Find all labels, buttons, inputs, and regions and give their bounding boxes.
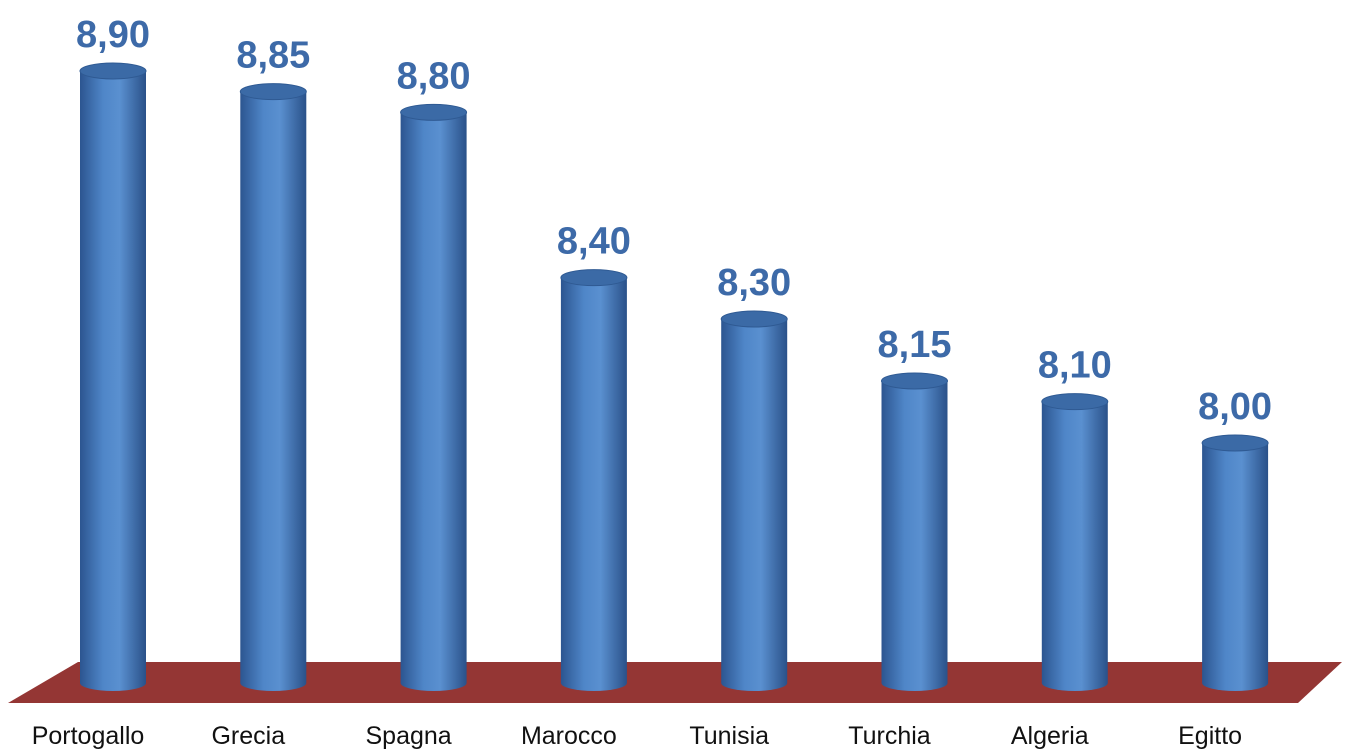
data-label: 8,30	[717, 262, 791, 304]
bar-marocco	[560, 269, 628, 691]
bar-top	[239, 83, 307, 101]
bar-algeria	[1041, 393, 1109, 691]
bar-top	[881, 372, 948, 390]
bar-top	[400, 103, 468, 121]
chart-floor	[8, 662, 1342, 703]
data-label: 8,90	[76, 14, 150, 56]
bar-turchia	[881, 372, 948, 691]
bar-grecia	[239, 83, 307, 691]
x-tick-label: Turchia	[848, 722, 931, 750]
bar-portogallo	[79, 62, 147, 691]
bar-body	[1041, 401, 1108, 691]
x-tick-label: Portogallo	[32, 722, 145, 750]
value-labels-group: 8,90 8,85 8,80 8,40 8,30 8,15 8,10 8,00	[76, 14, 1272, 428]
bar-body	[240, 91, 307, 691]
bar-body	[721, 319, 788, 691]
bar-top	[79, 62, 147, 80]
x-tick-label: Grecia	[211, 722, 285, 750]
x-tick-label: Marocco	[521, 722, 617, 750]
bar-body	[560, 277, 627, 691]
x-tick-label: Algeria	[1011, 722, 1089, 750]
x-tick-label: Spagna	[365, 722, 451, 750]
bar-body	[881, 381, 948, 691]
category-axis-labels: Portogallo Grecia Spagna Marocco Tunisia Turc…	[32, 722, 1242, 750]
bar-top	[560, 269, 628, 287]
x-tick-label: Tunisia	[689, 722, 769, 750]
data-label: 8,80	[397, 55, 471, 97]
bars-group	[79, 62, 1269, 692]
bar-body	[1202, 443, 1269, 691]
bar-top	[1041, 393, 1109, 411]
data-label: 8,85	[236, 35, 310, 77]
data-label: 8,00	[1198, 386, 1272, 428]
bar-tunisia	[720, 310, 788, 691]
data-label: 8,15	[878, 324, 952, 366]
bar-body	[80, 71, 146, 691]
bar-egitto	[1201, 434, 1269, 691]
bar-top	[720, 310, 788, 328]
bar-body	[400, 112, 467, 692]
data-label: 8,10	[1038, 345, 1112, 387]
bar-top	[1201, 434, 1269, 452]
x-tick-label: Egitto	[1178, 722, 1242, 750]
data-label: 8,40	[557, 221, 631, 263]
bar-spagna	[400, 103, 468, 692]
